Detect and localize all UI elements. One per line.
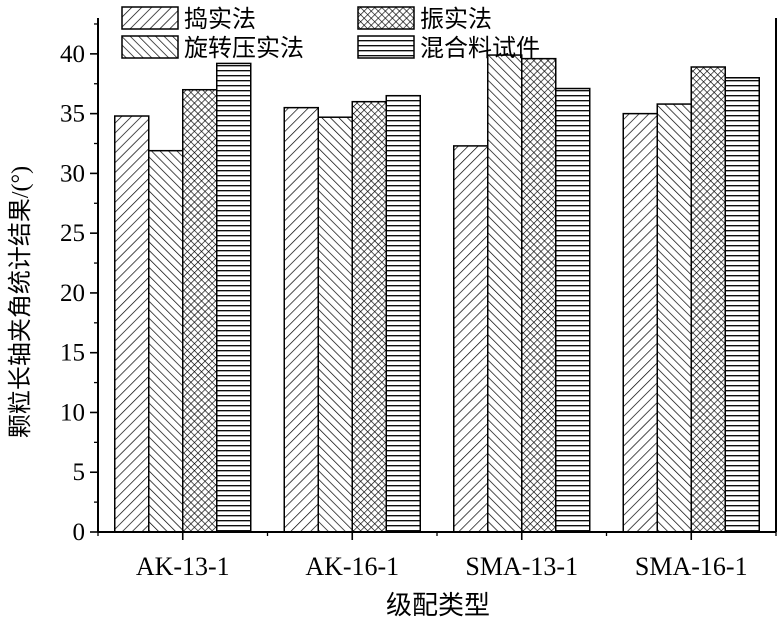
bar-AK-16-1-混合料试件 — [385, 94, 421, 533]
bar-AK-13-1-振实法 — [182, 88, 218, 533]
x-tick-label: SMA-16-1 — [635, 552, 748, 581]
bar-AK-13-1-旋转压实法 — [148, 149, 184, 533]
legend-label: 捣实法 — [184, 5, 256, 33]
bar-AK-13-1-捣实法 — [114, 115, 150, 533]
y-tick-label: 35 — [60, 101, 85, 128]
bar-SMA-13-1-旋转压实法 — [487, 54, 523, 533]
y-tick-label: 10 — [60, 399, 85, 426]
x-axis-label: 级配类型 — [386, 591, 490, 620]
y-axis-label: 颗粒长轴夹角统计结果/(°) — [7, 166, 34, 438]
bar-SMA-16-1-捣实法 — [622, 112, 658, 533]
legend-label: 旋转压实法 — [184, 34, 304, 62]
y-tick-label: 20 — [60, 280, 85, 307]
legend-swatch-振实法 — [357, 6, 415, 30]
y-tick-label: 40 — [60, 41, 85, 68]
bar-SMA-13-1-混合料试件 — [555, 87, 591, 533]
x-tick-label: AK-16-1 — [305, 552, 399, 581]
y-tick-label: 0 — [73, 519, 86, 546]
bars-group — [114, 54, 760, 533]
bar-SMA-13-1-振实法 — [521, 57, 557, 533]
axes-group: 0 5 10 15 20 25 30 35 40 AK-13-1 AK-16-1 SMA-13-1 SM… — [60, 18, 777, 581]
x-tick-label: AK-13-1 — [136, 552, 230, 581]
x-tick-label: SMA-13-1 — [465, 552, 578, 581]
bar-AK-16-1-捣实法 — [283, 106, 319, 533]
legend-swatch-捣实法 — [121, 6, 179, 30]
legend-swatch-旋转压实法 — [121, 35, 179, 59]
bar-AK-13-1-混合料试件 — [216, 62, 252, 533]
bar-AK-16-1-旋转压实法 — [317, 116, 353, 533]
y-tick-label: 25 — [60, 220, 85, 247]
bar-SMA-16-1-振实法 — [690, 66, 726, 533]
bar-SMA-13-1-捣实法 — [453, 145, 489, 533]
y-tick-label: 5 — [73, 459, 86, 486]
bar-AK-16-1-振实法 — [351, 100, 387, 533]
legend-swatch-混合料试件 — [357, 35, 415, 59]
legend-label: 混合料试件 — [420, 34, 540, 62]
legend-label: 振实法 — [420, 5, 492, 33]
bar-SMA-16-1-混合料试件 — [724, 77, 760, 533]
y-tick-label: 15 — [60, 340, 85, 367]
bar-SMA-16-1-旋转压实法 — [656, 103, 692, 533]
y-tick-label: 30 — [60, 160, 85, 187]
